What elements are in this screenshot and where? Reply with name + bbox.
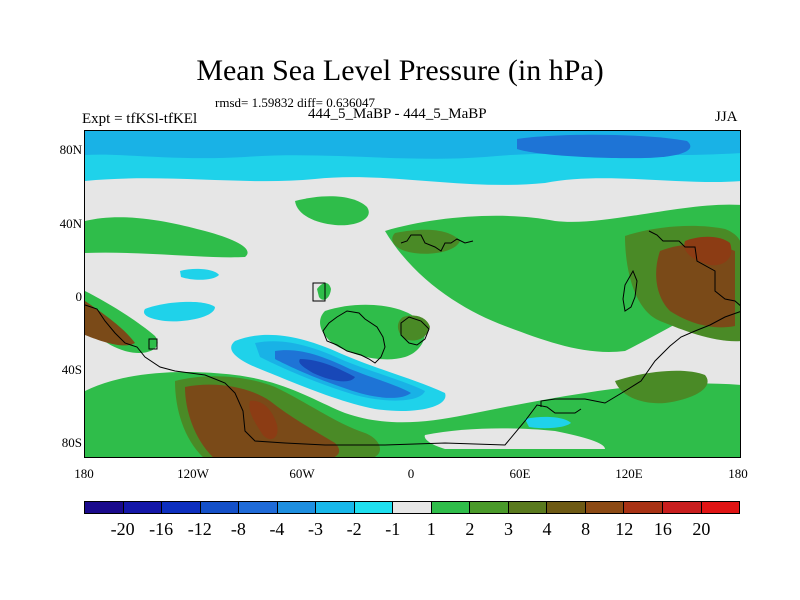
equator-green-africa [320, 304, 426, 360]
colorbar-label: -4 [269, 519, 285, 539]
colorbar-label: 20 [692, 519, 711, 539]
colorbar-swatch [354, 502, 394, 513]
lat-label-0: 0 [75, 289, 83, 304]
colorbar-label: -20 [110, 519, 135, 539]
south-deepblue [299, 359, 355, 382]
colorbar-swatch [508, 502, 548, 513]
pressure-map [84, 130, 741, 458]
colorbar-label: -3 [308, 519, 324, 539]
statistics-label: rmsd= 1.59832 diff= 0.636047 [215, 95, 375, 110]
colorbar-label: -1 [385, 519, 401, 539]
lat-label-80n: 80N [59, 142, 82, 157]
lon-label-120e: 120E [615, 466, 643, 481]
colorbar-swatch [85, 502, 124, 513]
colorbar-label: 1 [426, 519, 436, 539]
colorbar-swatch [277, 502, 317, 513]
south-east-olive [615, 370, 708, 404]
colorbar-swatch [162, 502, 201, 513]
colorbar-label: 2 [465, 519, 475, 539]
colorbar-swatch [547, 502, 586, 513]
coast-island-west [312, 282, 326, 302]
coast-antarctica-east [540, 311, 740, 407]
colorbar-swatch [701, 502, 740, 513]
coast-madagascar [400, 316, 430, 346]
islands-green [317, 283, 331, 300]
lat-label-80s: 80S [61, 435, 82, 450]
colorbar-swatch [393, 502, 432, 513]
north-green-atlantic [295, 196, 369, 226]
colorbar-swatch [431, 502, 471, 513]
colorbar-label: -16 [149, 519, 174, 539]
colorbar [84, 501, 740, 514]
lat-label-40n: 40N [59, 216, 82, 231]
lat-label-40s: 40S [61, 362, 82, 377]
colorbar-label: 16 [653, 519, 672, 539]
colorbar-label: -8 [230, 519, 246, 539]
coast-india [622, 269, 638, 312]
lon-label-60e: 60E [509, 466, 531, 481]
lon-label-180e: 180 [728, 466, 748, 481]
plot-title: Mean Sea Level Pressure (in hPa) [196, 54, 604, 87]
arctic-deepblue [517, 134, 691, 159]
runs-label: 444_5_MaBP - 444_5_MaBP [308, 106, 487, 122]
south-cyan-pocket [525, 416, 571, 429]
experiment-label: Expt = tfKSl-tfKEl [82, 111, 198, 127]
west-olive-coast [85, 301, 135, 346]
colorbar-label: 4 [542, 519, 552, 539]
colorbar-swatch [585, 502, 625, 513]
colorbar-swatch [239, 502, 278, 513]
coast-south-america [85, 304, 582, 446]
colorbar-label: 8 [581, 519, 591, 539]
tropic-cyan-small [180, 268, 219, 280]
colorbar-swatch [200, 502, 240, 513]
colorbar-swatch [123, 502, 163, 513]
south-darkbrown [249, 400, 278, 440]
lon-label-180w: 180 [74, 466, 94, 481]
lon-label-0: 0 [407, 466, 415, 481]
coast-eurasia [400, 234, 474, 252]
colorbar-label: 3 [503, 519, 513, 539]
tropic-cyan-blob [143, 301, 215, 322]
season-label: JJA [715, 109, 738, 125]
colorbar-swatch [316, 502, 355, 513]
colorbar-swatch [662, 502, 702, 513]
colorbar-swatch [470, 502, 509, 513]
coast-island-small [148, 338, 158, 350]
coast-asia-east [648, 230, 740, 306]
colorbar-swatch [624, 502, 663, 513]
lon-label-60w: 60W [289, 466, 315, 481]
colorbar-label: 12 [615, 519, 634, 539]
north-green-west [85, 217, 248, 258]
colorbar-label: -12 [187, 519, 212, 539]
lon-label-120w: 120W [177, 466, 209, 481]
colorbar-label: -2 [346, 519, 362, 539]
coast-africa [322, 310, 386, 364]
pacific-east-darkbrown [684, 236, 732, 266]
